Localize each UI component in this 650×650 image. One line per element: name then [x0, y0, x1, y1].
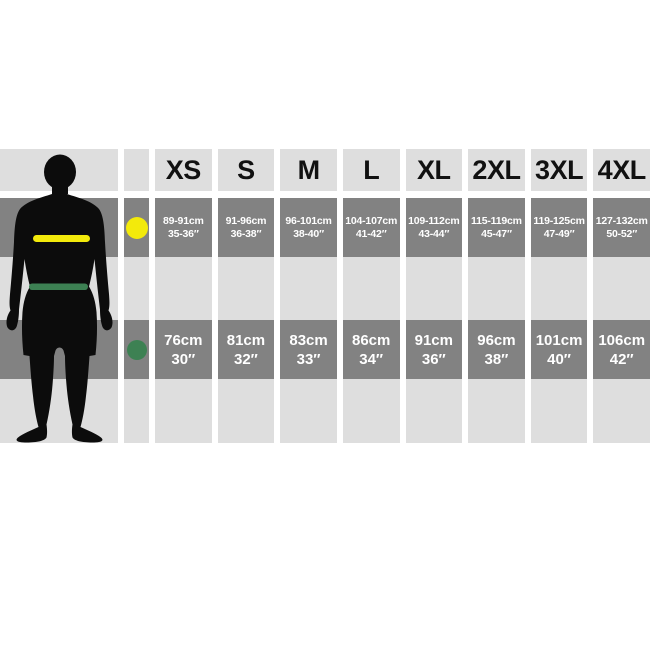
- waist-cell-2xl: 96cm 38″: [468, 320, 525, 379]
- bottom-row: [0, 379, 650, 443]
- waist-cell-m: 83cm 33″: [280, 320, 337, 379]
- size-header-4xl: 4XL: [593, 149, 650, 191]
- header-separator: [0, 191, 650, 198]
- chest-cell-l: 104-107cm 41-42″: [342, 198, 400, 257]
- size-header-m: M: [280, 149, 337, 191]
- marker-column-header: [124, 149, 149, 191]
- waist-cell-4xl: 106cm 42″: [593, 320, 650, 379]
- figure-column-header: [0, 149, 118, 191]
- chest-cell-m: 96-101cm 38-40″: [280, 198, 337, 257]
- size-chart: XS S M L XL 2XL 3XL 4XL 89-91cm 35-36″ 91…: [0, 149, 650, 443]
- waist-marker-dot: [126, 339, 147, 360]
- size-header-3xl: 3XL: [530, 149, 588, 191]
- chest-cell-xl: 109-112cm 43-44″: [405, 198, 463, 257]
- chest-cell-2xl: 115-119cm 45-47″: [468, 198, 525, 257]
- chest-marker-dot: [125, 216, 148, 239]
- chest-row: 89-91cm 35-36″ 91-96cm 36-38″ 96-101cm 38-4…: [0, 198, 650, 257]
- chest-row-marker-cell: [124, 198, 149, 257]
- chest-cell-s: 91-96cm 36-38″: [217, 198, 275, 257]
- waist-cell-xl: 91cm 36″: [405, 320, 463, 379]
- header-row: XS S M L XL 2XL 3XL 4XL: [0, 149, 650, 191]
- chest-cell-3xl: 119-125cm 47-49″: [530, 198, 588, 257]
- size-header-s: S: [217, 149, 275, 191]
- waist-cell-s: 81cm 32″: [217, 320, 275, 379]
- chest-cell-4xl: 127-132cm 50-52″: [593, 198, 650, 257]
- chest-row-figure-cell: [0, 198, 118, 257]
- chest-cell-xs: 89-91cm 35-36″: [155, 198, 212, 257]
- waist-row: 76cm 30″ 81cm 32″ 83cm 33″ 86cm 34″ 91cm 36″ …: [0, 320, 650, 379]
- size-header-2xl: 2XL: [468, 149, 525, 191]
- size-header-xs: XS: [155, 149, 212, 191]
- waist-cell-xs: 76cm 30″: [155, 320, 212, 379]
- size-header-xl: XL: [405, 149, 463, 191]
- waist-cell-3xl: 101cm 40″: [530, 320, 588, 379]
- spacer-row: [0, 257, 650, 320]
- waist-cell-l: 86cm 34″: [342, 320, 400, 379]
- waist-row-figure-cell: [0, 320, 118, 379]
- waist-row-marker-cell: [124, 320, 149, 379]
- size-header-l: L: [342, 149, 400, 191]
